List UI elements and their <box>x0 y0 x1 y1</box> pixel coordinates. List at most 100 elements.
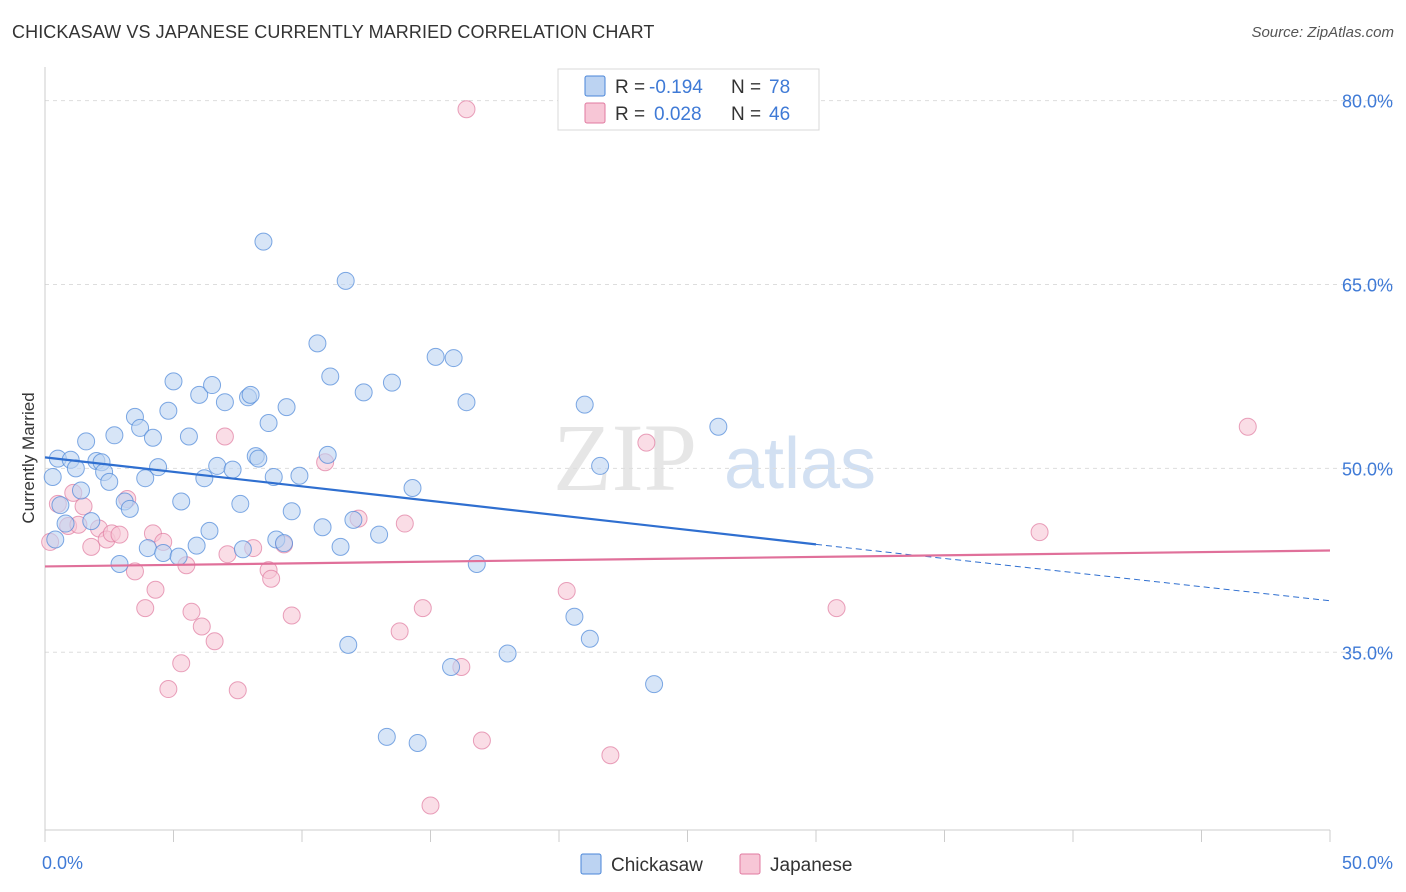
legend-swatch-chickasaw <box>584 75 606 97</box>
point-chickasaw <box>149 458 168 477</box>
point-japanese <box>421 796 440 815</box>
point-japanese <box>637 433 656 452</box>
point-japanese <box>172 654 191 673</box>
point-chickasaw <box>382 373 401 392</box>
point-japanese <box>282 606 301 625</box>
data-points <box>41 100 1257 815</box>
point-chickasaw <box>290 466 309 485</box>
point-chickasaw <box>51 496 70 515</box>
point-japanese <box>472 731 491 750</box>
point-chickasaw <box>580 629 599 648</box>
point-chickasaw <box>457 393 476 412</box>
point-chickasaw <box>249 449 268 468</box>
point-chickasaw <box>169 547 188 566</box>
point-chickasaw <box>164 372 183 391</box>
point-chickasaw <box>187 536 206 555</box>
legend-n-label-chickasaw: N = <box>731 77 761 98</box>
point-japanese <box>205 632 224 651</box>
point-chickasaw <box>241 385 260 404</box>
point-japanese <box>413 599 432 618</box>
point-chickasaw <box>190 385 209 404</box>
legend-bottom-swatch-japanese <box>739 853 761 875</box>
legend-swatch-japanese <box>584 102 606 124</box>
point-chickasaw <box>110 555 129 573</box>
point-chickasaw <box>259 414 278 433</box>
point-chickasaw <box>159 401 178 420</box>
point-japanese <box>827 599 846 618</box>
point-japanese <box>192 617 211 636</box>
point-chickasaw <box>105 426 124 445</box>
point-chickasaw <box>591 456 610 475</box>
point-chickasaw <box>46 530 65 549</box>
legend-n-value-chickasaw: 78 <box>769 77 790 98</box>
point-chickasaw <box>313 518 332 537</box>
point-japanese <box>390 622 409 641</box>
point-chickasaw <box>179 427 198 446</box>
trend-line-chickasaw-extension <box>815 543 1331 602</box>
point-chickasaw <box>565 607 584 626</box>
point-chickasaw <box>275 534 294 553</box>
point-japanese <box>182 602 201 621</box>
point-japanese <box>146 580 165 599</box>
point-chickasaw <box>498 644 517 663</box>
point-chickasaw <box>172 492 191 511</box>
point-chickasaw <box>709 417 728 436</box>
point-chickasaw <box>426 347 445 366</box>
point-chickasaw <box>403 479 422 497</box>
point-chickasaw <box>233 540 252 559</box>
point-chickasaw <box>645 675 664 694</box>
tick-labels: 80.0% 65.0% 50.0% 35.0% 0.0% 50.0% <box>42 92 1393 873</box>
legend-n-value-japanese: 46 <box>769 104 790 125</box>
point-japanese <box>215 427 234 446</box>
trend-lines <box>44 456 1331 602</box>
point-chickasaw <box>71 481 90 500</box>
y-tick-label: 80.0% <box>1342 92 1393 112</box>
y-tick-label: 50.0% <box>1342 459 1393 479</box>
point-chickasaw <box>223 460 242 479</box>
point-chickasaw <box>143 428 162 447</box>
point-japanese <box>82 537 101 556</box>
watermark-atlas: atlas <box>724 424 876 504</box>
point-chickasaw <box>131 418 150 437</box>
point-chickasaw <box>282 502 301 521</box>
legend-bottom-label-chickasaw: Chickasaw <box>611 855 703 876</box>
legend-r-label-japanese: R = <box>615 104 645 125</box>
point-chickasaw <box>120 499 139 518</box>
legend-n-label-japanese: N = <box>731 104 761 125</box>
y-tick-label: 35.0% <box>1342 643 1393 663</box>
watermark-zip: ZIP <box>553 404 697 511</box>
gridlines <box>45 100 1395 653</box>
point-chickasaw <box>308 334 327 353</box>
point-japanese <box>125 562 144 581</box>
point-japanese <box>1238 417 1257 436</box>
point-chickasaw <box>344 510 363 529</box>
point-japanese <box>601 746 620 765</box>
point-chickasaw <box>321 367 340 386</box>
point-chickasaw <box>277 398 296 417</box>
legend-bottom-swatch-chickasaw <box>580 853 602 875</box>
point-chickasaw <box>444 349 463 368</box>
point-chickasaw <box>370 525 389 544</box>
point-japanese <box>136 599 155 618</box>
point-japanese <box>557 581 576 600</box>
point-chickasaw <box>354 383 373 402</box>
point-chickasaw <box>331 537 350 556</box>
point-chickasaw <box>56 514 75 533</box>
legend-bottom: Chickasaw Japanese <box>580 853 852 876</box>
source-label: Source: ZipAtlas.com <box>1251 24 1394 41</box>
point-chickasaw <box>208 456 227 475</box>
legend-r-value-chickasaw: -0.194 <box>649 77 703 98</box>
x-tick-label: 50.0% <box>1342 853 1393 873</box>
point-chickasaw <box>231 494 250 513</box>
chart-title: CHICKASAW VS JAPANESE CURRENTLY MARRIED … <box>12 22 655 42</box>
trend-line-chickasaw <box>44 456 817 546</box>
axes <box>44 67 1331 842</box>
point-japanese <box>218 545 237 564</box>
trend-line-japanese <box>44 549 1331 568</box>
point-chickasaw <box>377 727 396 746</box>
point-chickasaw <box>100 472 119 491</box>
legend-r-label-chickasaw: R = <box>615 77 645 98</box>
point-chickasaw <box>215 393 234 412</box>
point-chickasaw <box>138 539 157 558</box>
